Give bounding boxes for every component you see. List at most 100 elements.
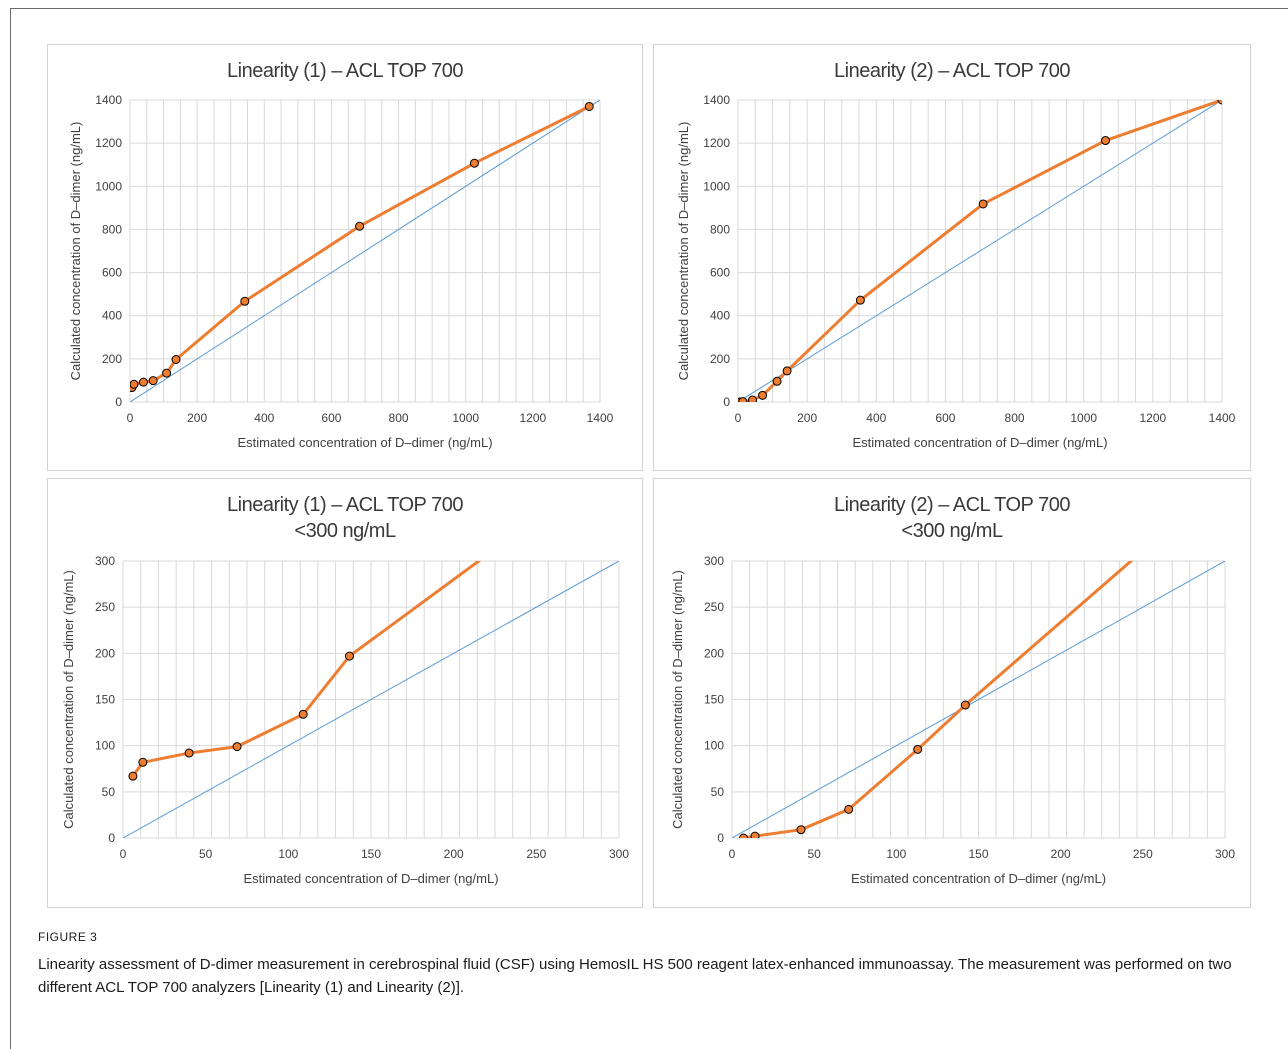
chart-title: Linearity (2) – ACL TOP 700: [834, 494, 1070, 516]
figure-frame: [10, 8, 1288, 1049]
data-point: [162, 368, 172, 378]
y-axis-label: Calculated concentration of D–dimer (ng/…: [676, 122, 691, 381]
chart-svg: 0 200 400 600 800 1000 1200 1400 0 200 400 600 800 10…: [676, 60, 1236, 450]
data-point: [298, 709, 308, 719]
data-point: [345, 651, 355, 661]
y-tick-label: 600: [710, 266, 730, 280]
y-tick-label: 100: [95, 739, 115, 753]
y-tick-label: 0: [723, 395, 730, 409]
x-tick-label: 300: [1215, 847, 1235, 861]
x-tick-label: 400: [866, 411, 886, 425]
data-point: [772, 376, 782, 386]
x-tick-label: 250: [1133, 847, 1153, 861]
x-tick-label: 200: [1051, 847, 1071, 861]
identity-line: [732, 561, 1225, 838]
y-tick-label: 1000: [95, 179, 122, 193]
data-point: [738, 397, 748, 402]
x-tick-label: 1400: [1209, 411, 1236, 425]
y-axis-label: Calculated concentration of D–dimer (ng/…: [61, 570, 76, 829]
y-tick-label: 200: [710, 352, 730, 366]
identity-line: [130, 100, 600, 402]
x-tick-label: 50: [199, 847, 213, 861]
chart-title: Linearity (2) – ACL TOP 700: [834, 60, 1070, 82]
data-point: [782, 366, 792, 376]
chart-subtitle: <300 ng/mL: [294, 520, 396, 542]
y-tick-label: 800: [710, 222, 730, 236]
y-tick-label: 800: [102, 222, 122, 236]
x-tick-label: 200: [187, 411, 207, 425]
chart-svg: 0 50 100 150 200 250 300 0 50 100 150 200 250 300 Line…: [670, 494, 1235, 886]
data-point: [355, 221, 365, 231]
y-tick-label: 150: [704, 693, 724, 707]
y-tick-label: 300: [704, 554, 724, 568]
data-point: [584, 101, 594, 111]
figure-label: FIGURE 3: [38, 930, 98, 944]
x-tick-label: 250: [526, 847, 546, 861]
measured-series-line: [740, 100, 1222, 402]
data-point: [750, 831, 760, 838]
chart-title: Linearity (1) – ACL TOP 700: [227, 60, 463, 82]
x-axis-label: Estimated concentration of D–dimer (ng/m…: [243, 871, 498, 886]
y-tick-label: 300: [95, 554, 115, 568]
y-tick-label: 1400: [95, 93, 122, 107]
x-tick-label: 300: [609, 847, 629, 861]
plot-area: [130, 100, 600, 402]
x-tick-label: 200: [797, 411, 817, 425]
identity-line: [123, 561, 619, 838]
chart-panel-linearity-1: 0 200 400 600 800 1000 1200 1400 0 200 400 600 800 10…: [47, 44, 643, 471]
data-point: [855, 295, 865, 305]
data-point: [1100, 136, 1110, 146]
x-tick-label: 0: [120, 847, 127, 861]
y-tick-label: 600: [102, 266, 122, 280]
chart-subtitle: <300 ng/mL: [901, 520, 1003, 542]
x-tick-label: 0: [735, 411, 742, 425]
y-tick-label: 200: [95, 646, 115, 660]
x-tick-label: 1400: [587, 411, 614, 425]
data-point: [978, 199, 988, 209]
data-point: [913, 744, 923, 754]
y-tick-label: 1200: [703, 136, 730, 150]
y-tick-label: 50: [711, 785, 725, 799]
data-point: [748, 395, 758, 402]
data-point: [184, 748, 194, 758]
data-point: [739, 833, 749, 838]
identity-line: [738, 100, 1222, 402]
y-tick-label: 200: [102, 352, 122, 366]
y-tick-label: 400: [710, 309, 730, 323]
chart-svg: 0 50 100 150 200 250 300 0 50 100 150 200 250 300 Line…: [61, 494, 629, 886]
y-tick-label: 400: [102, 309, 122, 323]
x-tick-label: 800: [389, 411, 409, 425]
data-point: [138, 757, 148, 767]
plot-area: [738, 100, 1222, 402]
y-tick-label: 0: [108, 831, 115, 845]
y-tick-label: 1200: [95, 136, 122, 150]
y-axis-label: Calculated concentration of D–dimer (ng/…: [670, 570, 685, 829]
x-tick-label: 1000: [1070, 411, 1097, 425]
y-tick-label: 100: [704, 739, 724, 753]
plot-area: [123, 561, 619, 838]
data-point: [138, 377, 148, 387]
data-point: [960, 700, 970, 710]
data-point: [130, 379, 139, 389]
x-tick-label: 400: [254, 411, 274, 425]
y-tick-label: 1000: [703, 179, 730, 193]
x-tick-label: 800: [1005, 411, 1025, 425]
data-point: [796, 825, 806, 835]
y-tick-label: 50: [102, 785, 116, 799]
y-tick-label: 1400: [703, 93, 730, 107]
x-tick-label: 150: [968, 847, 988, 861]
x-axis-label: Estimated concentration of D–dimer (ng/m…: [237, 435, 492, 450]
x-tick-label: 0: [729, 847, 736, 861]
chart-panel-linearity-2-low: 0 50 100 150 200 250 300 0 50 100 150 200 250 300 Line…: [653, 478, 1251, 908]
x-tick-label: 0: [127, 411, 134, 425]
y-tick-label: 250: [704, 600, 724, 614]
x-tick-label: 600: [321, 411, 341, 425]
chart-title: Linearity (1) – ACL TOP 700: [227, 494, 463, 516]
x-tick-label: 100: [886, 847, 906, 861]
x-tick-label: 1200: [520, 411, 547, 425]
data-point: [1217, 100, 1222, 105]
x-tick-label: 150: [361, 847, 381, 861]
x-axis-label: Estimated concentration of D–dimer (ng/m…: [851, 871, 1106, 886]
x-tick-label: 1000: [452, 411, 479, 425]
y-tick-label: 0: [115, 395, 122, 409]
